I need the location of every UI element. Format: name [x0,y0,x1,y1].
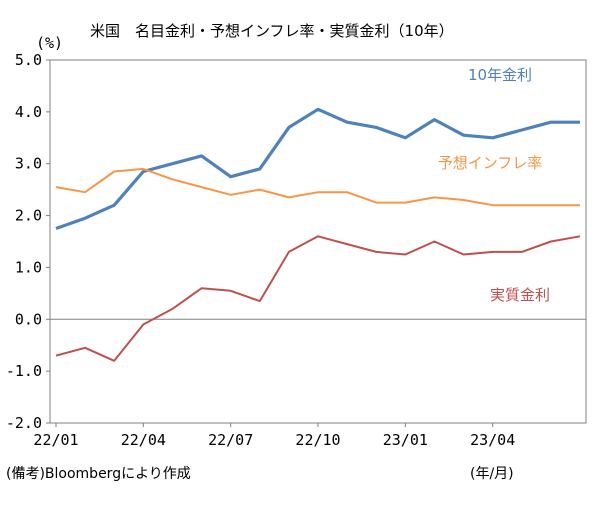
y-axis: 5.0 4.0 3.0 2.0 1.0 0.0 -1.0 -2.0 [6,51,50,432]
plot-area [49,59,587,424]
x-unit-label: (年/月) [470,466,514,482]
y-tick-label: 3.0 [15,155,42,173]
y-tick-label: 2.0 [15,207,42,225]
source-note: (備考)Bloombergにより作成 [6,466,191,482]
y-tick-label: 1.0 [15,258,42,276]
series-line [55,167,580,207]
x-tick-label: 22/07 [208,431,253,449]
series-label: 予想インフレ率 [438,154,543,172]
series-line [55,235,581,362]
y-tick-label: 0.0 [15,310,42,328]
y-unit-label: (%) [36,34,63,52]
series-label: 実質金利 [490,286,550,304]
x-axis: 22/01 22/04 22/07 22/10 23/01 23/04 [33,423,515,449]
x-tick-label: 22/04 [121,431,166,449]
x-tick-label: 23/01 [383,431,428,449]
series-line [55,107,580,231]
chart-title: 米国 名目金利・予想インフレ率・実質金利（10年） [90,22,454,40]
x-tick-label: 22/01 [33,431,78,449]
y-tick-label: -1.0 [6,362,42,380]
plot-frame [49,59,587,424]
series-label: 10年金利 [468,66,532,84]
y-tick-label: 5.0 [15,51,42,69]
y-tick-label: 4.0 [15,103,42,121]
x-tick-label: 22/10 [295,431,340,449]
x-tick-label: 23/04 [470,431,515,449]
y-tick-label: -2.0 [6,414,42,432]
